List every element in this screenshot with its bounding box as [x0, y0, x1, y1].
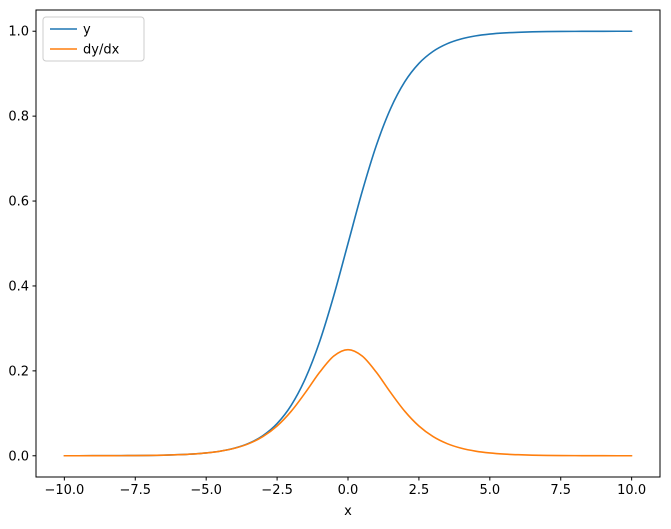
x-tick-label: 5.0 — [479, 483, 500, 498]
y-tick-label: 0.2 — [8, 364, 29, 379]
x-tick-label: −2.5 — [261, 483, 293, 498]
x-tick-label: −5.0 — [190, 483, 222, 498]
series-line-dydx — [63, 348, 633, 457]
x-axis-label: x — [344, 504, 352, 519]
y-tick-label: 0.0 — [8, 449, 29, 464]
y-tick-label: 0.8 — [8, 110, 29, 125]
legend-label-dydx: dy/dx — [83, 43, 120, 58]
x-tick-label: −7.5 — [119, 483, 151, 498]
legend-box — [42, 16, 145, 62]
series-line-y — [63, 30, 633, 457]
x-tick-label: 0.0 — [338, 483, 359, 498]
x-tick-label: 2.5 — [409, 483, 430, 498]
x-tick-label: −10.0 — [44, 483, 84, 498]
x-tick-label: 10.0 — [617, 483, 646, 498]
legend-label-y: y — [83, 23, 91, 38]
y-tick-label: 0.6 — [8, 195, 29, 210]
y-axis-ticks: 0.0 0.2 0.4 0.6 0.8 1.0 — [8, 25, 36, 464]
axes-spines — [35, 9, 661, 478]
y-tick-label: 0.4 — [8, 279, 29, 294]
y-tick-label: 1.0 — [8, 25, 29, 40]
x-axis-ticks: −10.0 −7.5 −5.0 −2.5 0.0 2.5 5.0 7.5 10.0 — [44, 477, 646, 498]
legend: y dy/dx — [42, 16, 145, 62]
x-tick-label: 7.5 — [550, 483, 571, 498]
series-lines — [63, 30, 633, 457]
